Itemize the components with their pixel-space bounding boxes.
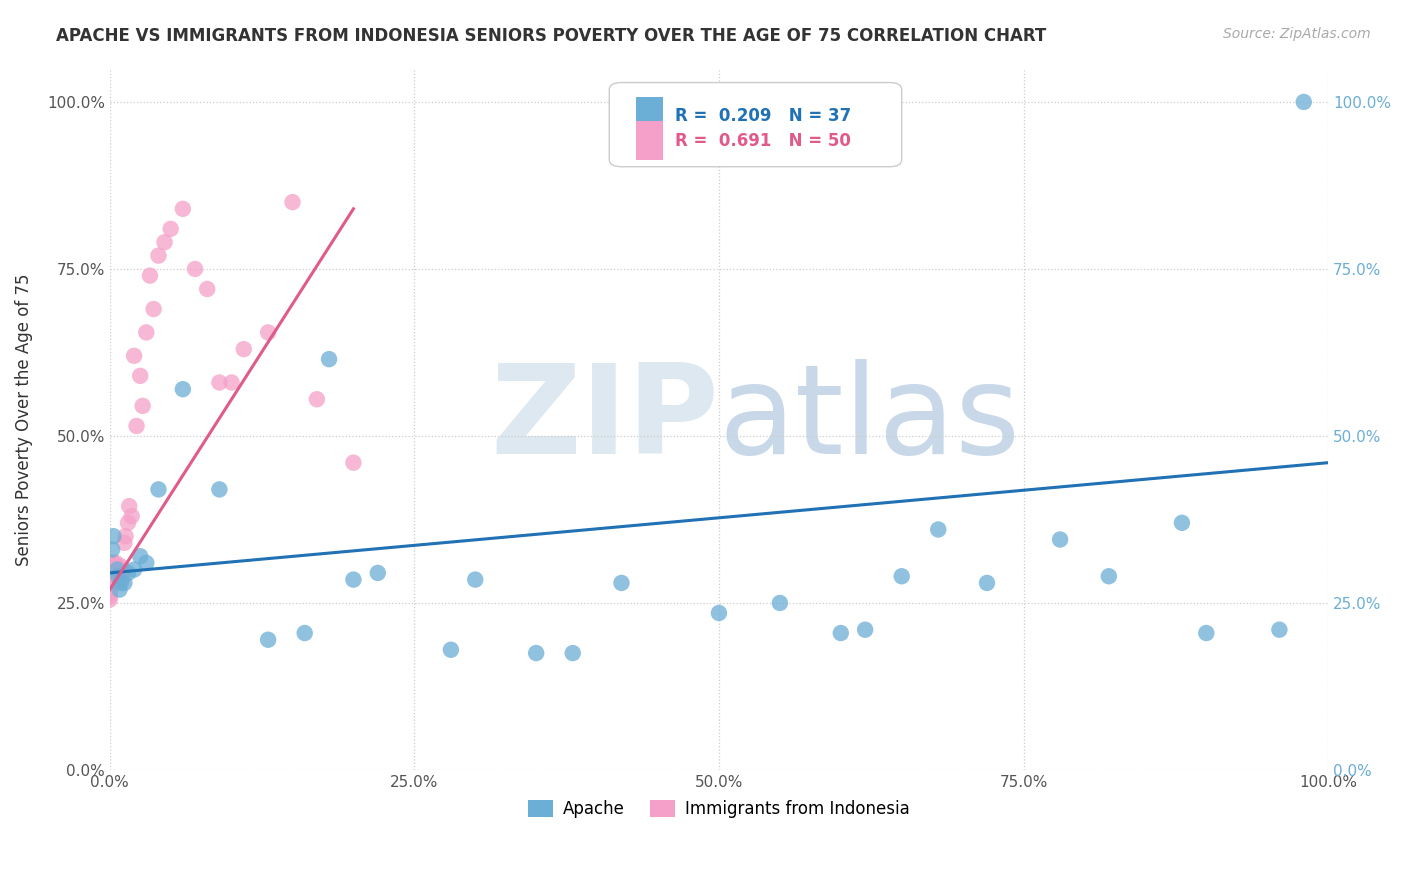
Point	[98, 573, 121, 587]
Y-axis label: Seniors Poverty Over the Age of 75: Seniors Poverty Over the Age of 75	[15, 273, 32, 566]
Point	[98, 592, 121, 607]
Point	[1049, 533, 1071, 547]
Legend: Apache, Immigrants from Indonesia: Apache, Immigrants from Indonesia	[522, 793, 917, 825]
Point	[110, 559, 132, 574]
Point	[108, 582, 131, 597]
Point	[342, 573, 364, 587]
Point	[129, 368, 152, 383]
Point	[129, 549, 152, 564]
Text: atlas: atlas	[718, 359, 1021, 480]
Point	[105, 563, 128, 577]
Point	[342, 456, 364, 470]
Point	[1268, 623, 1291, 637]
Point	[104, 556, 127, 570]
Point	[1098, 569, 1121, 583]
Point	[927, 523, 949, 537]
Point	[98, 582, 121, 597]
Point	[830, 626, 852, 640]
Point	[610, 576, 633, 591]
Point	[172, 382, 194, 396]
Point	[208, 376, 231, 390]
Point	[101, 542, 124, 557]
Point	[139, 268, 162, 283]
Point	[98, 556, 121, 570]
Point	[111, 573, 134, 587]
Point	[112, 536, 135, 550]
Point	[769, 596, 792, 610]
Point	[707, 606, 730, 620]
Point	[103, 556, 125, 570]
Point	[98, 566, 121, 580]
Point	[976, 576, 998, 591]
FancyBboxPatch shape	[609, 83, 901, 167]
Point	[104, 559, 127, 574]
Point	[98, 576, 121, 591]
Point	[1171, 516, 1194, 530]
Point	[195, 282, 218, 296]
Point	[232, 342, 254, 356]
Point	[100, 569, 122, 583]
Point	[305, 392, 328, 407]
Point	[101, 563, 124, 577]
Point	[112, 576, 135, 591]
FancyBboxPatch shape	[636, 97, 662, 136]
Point	[98, 563, 121, 577]
Point	[1195, 626, 1218, 640]
Point	[153, 235, 176, 250]
Point	[524, 646, 547, 660]
Point	[159, 222, 181, 236]
Point	[108, 563, 131, 577]
Point	[1292, 95, 1315, 109]
FancyBboxPatch shape	[636, 121, 662, 160]
Point	[117, 516, 139, 530]
Point	[100, 566, 122, 580]
Point	[103, 566, 125, 580]
Point	[440, 642, 463, 657]
Point	[110, 576, 132, 591]
Point	[172, 202, 194, 216]
Point	[257, 632, 280, 647]
Point	[125, 419, 148, 434]
Point	[121, 509, 143, 524]
Point	[131, 399, 153, 413]
Point	[118, 499, 141, 513]
Point	[122, 563, 145, 577]
Point	[103, 529, 125, 543]
Point	[114, 529, 136, 543]
Point	[294, 626, 316, 640]
Point	[464, 573, 486, 587]
Point	[148, 483, 170, 497]
Point	[112, 563, 135, 577]
Point	[100, 556, 122, 570]
Point	[853, 623, 876, 637]
Point	[367, 566, 389, 580]
Point	[142, 301, 165, 316]
Point	[561, 646, 583, 660]
Point	[221, 376, 243, 390]
Point	[107, 569, 129, 583]
Point	[890, 569, 912, 583]
Point	[148, 249, 170, 263]
Text: R =  0.691   N = 50: R = 0.691 N = 50	[675, 132, 851, 150]
Text: Source: ZipAtlas.com: Source: ZipAtlas.com	[1223, 27, 1371, 41]
Point	[135, 556, 157, 570]
Point	[257, 326, 280, 340]
Text: R =  0.209   N = 37: R = 0.209 N = 37	[675, 107, 851, 125]
Point	[135, 326, 157, 340]
Point	[98, 586, 121, 600]
Point	[105, 573, 128, 587]
Point	[98, 589, 121, 603]
Point	[122, 349, 145, 363]
Point	[318, 352, 340, 367]
Point	[107, 566, 129, 580]
Point	[117, 566, 139, 580]
Text: APACHE VS IMMIGRANTS FROM INDONESIA SENIORS POVERTY OVER THE AGE OF 75 CORRELATI: APACHE VS IMMIGRANTS FROM INDONESIA SENI…	[56, 27, 1046, 45]
Point	[208, 483, 231, 497]
Text: ZIP: ZIP	[491, 359, 718, 480]
Point	[281, 195, 304, 210]
Point	[98, 569, 121, 583]
Point	[101, 573, 124, 587]
Point	[184, 262, 207, 277]
